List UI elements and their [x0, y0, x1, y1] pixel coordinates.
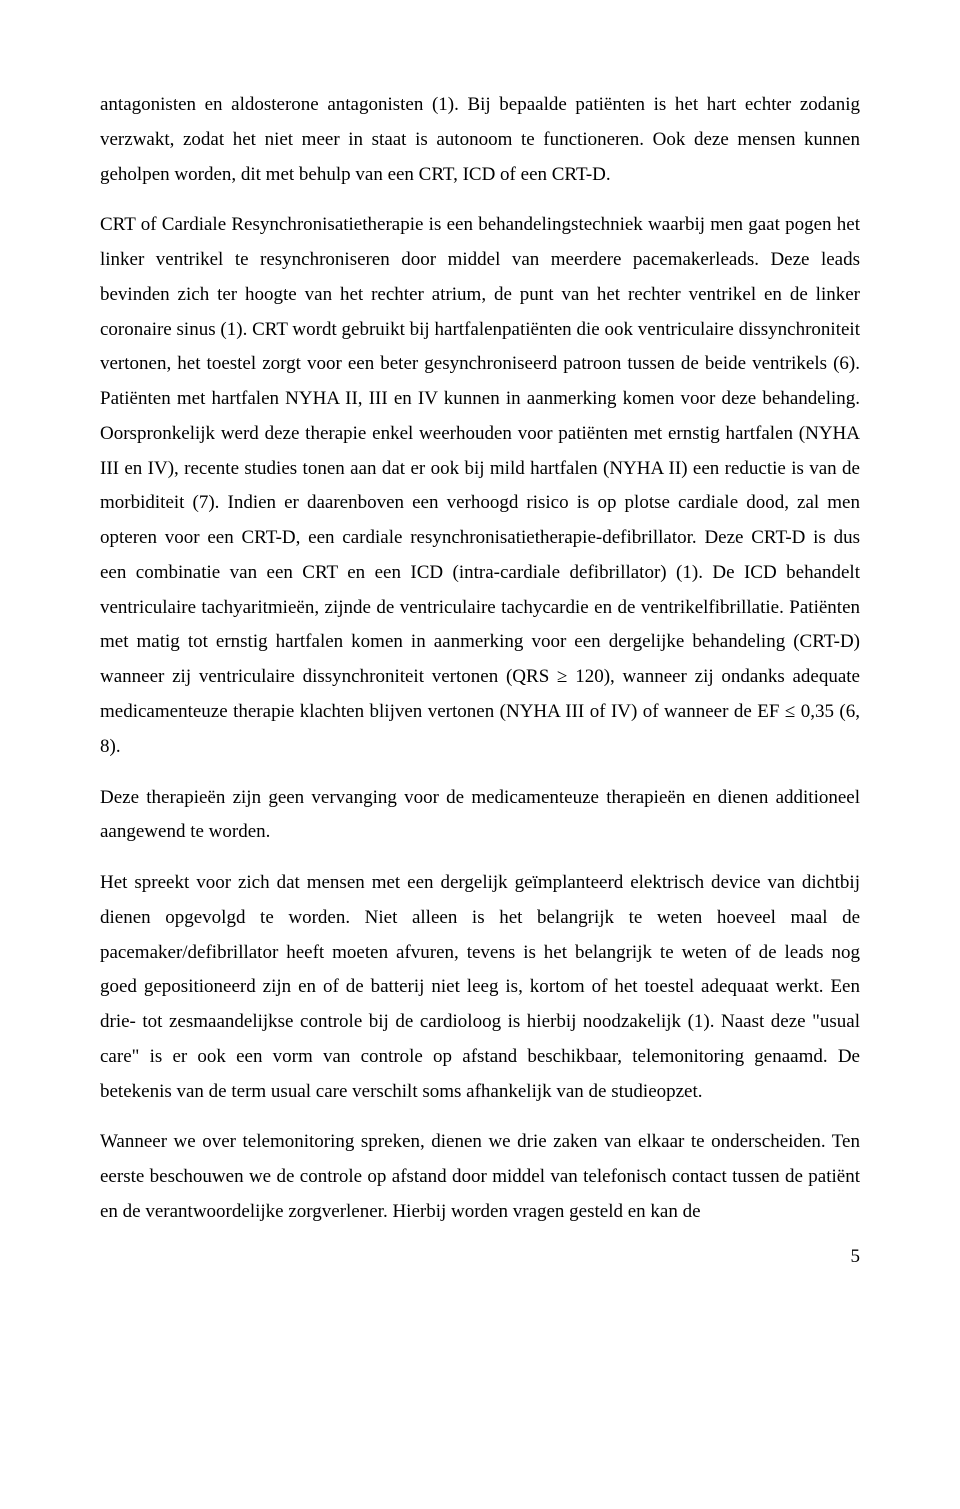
- paragraph: antagonisten en aldosterone antagonisten…: [100, 88, 860, 192]
- paragraph: Wanneer we over telemonitoring spreken, …: [100, 1125, 860, 1229]
- paragraph: CRT of Cardiale Resynchronisatietherapie…: [100, 208, 860, 764]
- paragraph: Het spreekt voor zich dat mensen met een…: [100, 866, 860, 1109]
- paragraph: Deze therapieën zijn geen vervanging voo…: [100, 781, 860, 851]
- document-page: antagonisten en aldosterone antagonisten…: [0, 0, 960, 1328]
- page-number: 5: [100, 1246, 860, 1268]
